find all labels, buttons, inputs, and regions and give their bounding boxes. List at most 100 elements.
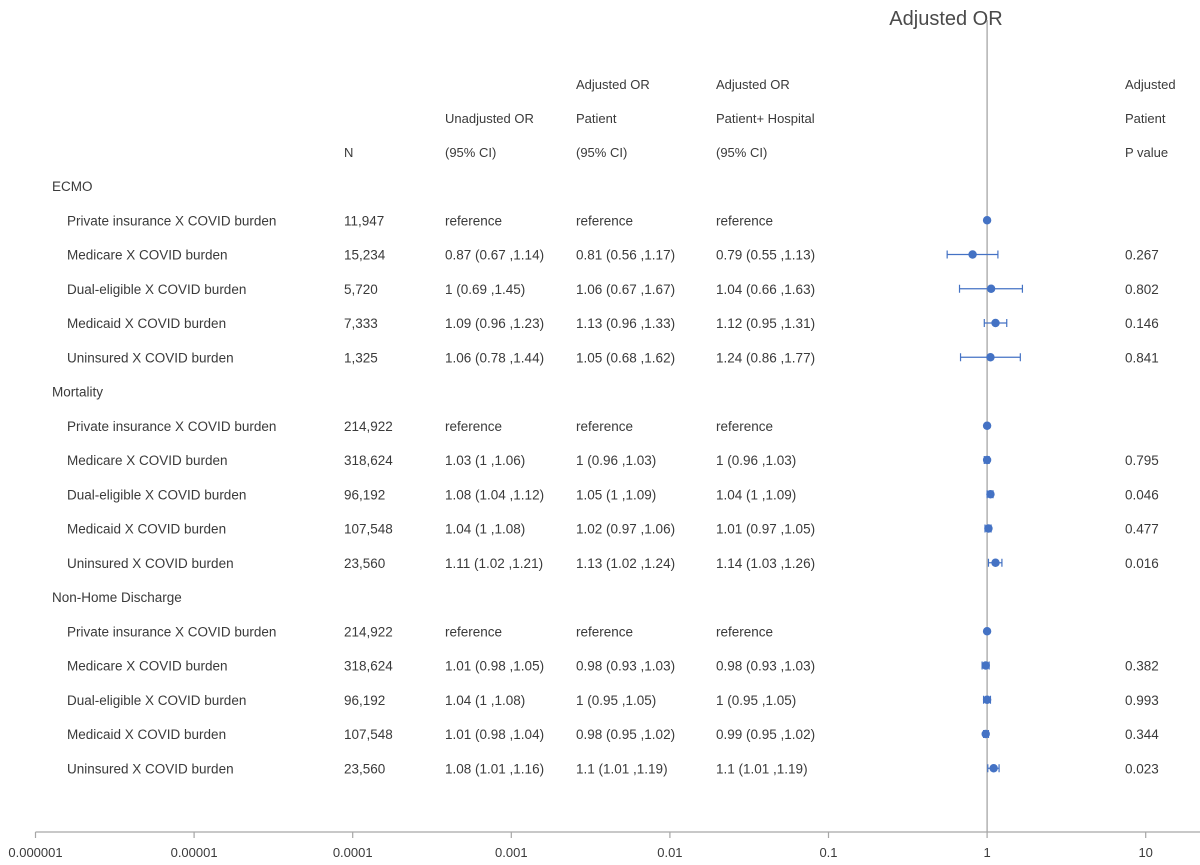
row-adjusted-or-patient-hospital: 1.1 (1.01 ,1.19) — [716, 761, 808, 776]
row-adjusted-or-patient: 1.1 (1.01 ,1.19) — [576, 761, 668, 776]
or-point — [982, 695, 992, 704]
row-n: 96,192 — [344, 693, 385, 708]
row-n: 7,333 — [344, 316, 378, 331]
row-adjusted-or-patient: 1.05 (0.68 ,1.62) — [576, 350, 675, 365]
chart-title: Adjusted OR — [889, 8, 1002, 30]
row-n: 23,560 — [344, 556, 385, 571]
row-adjusted-or-patient-hospital: 1 (0.96 ,1.03) — [716, 453, 796, 468]
row-unadjusted-or: 1.08 (1.04 ,1.12) — [445, 487, 544, 502]
x-tick-label: 1 — [983, 845, 990, 860]
row-unadjusted-or: reference — [445, 213, 502, 228]
row-label: Medicare X COVID burden — [67, 453, 228, 468]
row-adjusted-or-patient: reference — [576, 624, 633, 639]
row-p-value: 0.016 — [1125, 556, 1159, 571]
row-label: Dual-eligible X COVID burden — [67, 693, 246, 708]
row-adjusted-or-patient: 1.13 (1.02 ,1.24) — [576, 556, 675, 571]
row-p-value: 0.795 — [1125, 453, 1159, 468]
group-label: ECMO — [52, 179, 93, 194]
x-tick-label: 0.001 — [495, 845, 528, 860]
row-unadjusted-or: reference — [445, 419, 502, 434]
row-unadjusted-or: 1.04 (1 ,1.08) — [445, 693, 525, 708]
column-header-adj_patient_hospital: Patient+ Hospital — [716, 111, 815, 126]
row-p-value: 0.267 — [1125, 248, 1159, 263]
row-label: Medicaid X COVID burden — [67, 727, 226, 742]
row-adjusted-or-patient-hospital: reference — [716, 624, 773, 639]
or-point — [991, 318, 1000, 328]
row-p-value: 0.382 — [1125, 659, 1159, 674]
row-n: 214,922 — [344, 419, 393, 434]
row-label: Private insurance X COVID burden — [67, 213, 276, 228]
or-point — [986, 490, 995, 499]
row-adjusted-or-patient-hospital: 1.04 (1 ,1.09) — [716, 487, 796, 502]
row-p-value: 0.046 — [1125, 487, 1159, 502]
row-adjusted-or-patient-hospital: 1.04 (0.66 ,1.63) — [716, 282, 815, 297]
row-label: Medicare X COVID burden — [67, 659, 228, 674]
column-header-n: N — [344, 145, 353, 160]
row-adjusted-or-patient-hospital: reference — [716, 213, 773, 228]
row-n: 107,548 — [344, 727, 393, 742]
row-adjusted-or-patient-hospital: 1.01 (0.97 ,1.05) — [716, 522, 815, 537]
row-adjusted-or-patient-hospital: 1.24 (0.86 ,1.77) — [716, 350, 815, 365]
row-label: Uninsured X COVID burden — [67, 556, 234, 571]
row-unadjusted-or: 1.01 (0.98 ,1.05) — [445, 659, 544, 674]
x-tick-label: 0.0001 — [333, 845, 373, 860]
or-point — [982, 216, 992, 225]
or-point — [982, 455, 992, 465]
row-unadjusted-or: 1.09 (0.96 ,1.23) — [445, 316, 544, 331]
column-header-unadjusted: Unadjusted OR — [445, 111, 534, 126]
row-n: 318,624 — [344, 453, 393, 468]
row-unadjusted-or: 1.03 (1 ,1.06) — [445, 453, 525, 468]
row-adjusted-or-patient-hospital: 1.14 (1.03 ,1.26) — [716, 556, 815, 571]
or-point — [986, 284, 996, 293]
row-unadjusted-or: 1.01 (0.98 ,1.04) — [445, 727, 544, 742]
x-tick-label: 0.1 — [819, 845, 837, 860]
group-label: Non-Home Discharge — [52, 590, 182, 605]
column-header-adj_patient_hospital: Adjusted OR — [716, 77, 790, 92]
row-adjusted-or-patient: 1 (0.95 ,1.05) — [576, 693, 656, 708]
row-p-value: 0.993 — [1125, 693, 1159, 708]
row-adjusted-or-patient: 1.05 (1 ,1.09) — [576, 487, 656, 502]
row-label: Private insurance X COVID burden — [67, 624, 276, 639]
row-adjusted-or-patient: 1.13 (0.96 ,1.33) — [576, 316, 675, 331]
column-header-p_value: P value — [1125, 145, 1168, 160]
row-adjusted-or-patient: 0.81 (0.56 ,1.17) — [576, 248, 675, 263]
column-header-adj_patient: Adjusted OR — [576, 77, 650, 92]
row-adjusted-or-patient-hospital: 0.99 (0.95 ,1.02) — [716, 727, 815, 742]
row-unadjusted-or: 0.87 (0.67 ,1.14) — [445, 248, 544, 263]
row-unadjusted-or: 1 (0.69 ,1.45) — [445, 282, 525, 297]
row-adjusted-or-patient: 0.98 (0.95 ,1.02) — [576, 727, 675, 742]
column-header-adj_patient: Patient — [576, 111, 617, 126]
column-header-unadjusted: (95% CI) — [445, 145, 496, 160]
or-point — [991, 558, 1000, 567]
row-unadjusted-or: 1.06 (0.78 ,1.44) — [445, 350, 544, 365]
row-adjusted-or-patient: 0.98 (0.93 ,1.03) — [576, 659, 675, 674]
row-unadjusted-or: reference — [445, 624, 502, 639]
row-p-value: 0.802 — [1125, 282, 1159, 297]
row-adjusted-or-patient: 1 (0.96 ,1.03) — [576, 453, 656, 468]
row-p-value: 0.477 — [1125, 522, 1159, 537]
row-label: Private insurance X COVID burden — [67, 419, 276, 434]
row-label: Dual-eligible X COVID burden — [67, 282, 246, 297]
or-point — [989, 764, 998, 773]
row-n: 214,922 — [344, 624, 393, 639]
row-n: 23,560 — [344, 761, 385, 776]
row-n: 318,624 — [344, 659, 393, 674]
row-p-value: 0.344 — [1125, 727, 1159, 742]
row-n: 107,548 — [344, 522, 393, 537]
row-adjusted-or-patient: reference — [576, 419, 633, 434]
column-header-p_value: Adjusted — [1125, 77, 1176, 92]
or-point — [982, 421, 992, 430]
row-n: 5,720 — [344, 282, 378, 297]
row-label: Dual-eligible X COVID burden — [67, 487, 246, 502]
or-point — [968, 250, 977, 259]
x-tick-label: 10 — [1138, 845, 1152, 860]
row-adjusted-or-patient-hospital: 1.12 (0.95 ,1.31) — [716, 316, 815, 331]
or-point — [981, 729, 990, 739]
column-header-adj_patient_hospital: (95% CI) — [716, 145, 767, 160]
row-unadjusted-or: 1.11 (1.02 ,1.21) — [445, 556, 543, 571]
row-label: Uninsured X COVID burden — [67, 350, 234, 365]
row-n: 11,947 — [344, 213, 384, 228]
row-p-value: 0.023 — [1125, 761, 1159, 776]
row-n: 15,234 — [344, 248, 386, 263]
row-n: 1,325 — [344, 350, 378, 365]
